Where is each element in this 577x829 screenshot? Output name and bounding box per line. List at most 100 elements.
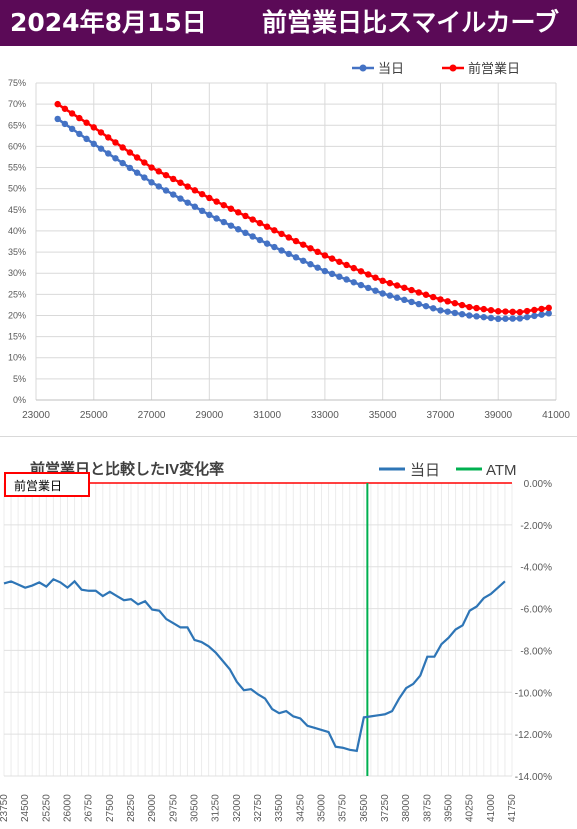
data-point bbox=[76, 114, 83, 122]
y-tick-label: -6.00% bbox=[520, 605, 552, 616]
data-point bbox=[545, 310, 552, 317]
legend-label: 当日 bbox=[378, 61, 404, 76]
data-point bbox=[531, 306, 538, 314]
y-tick-label: 55% bbox=[8, 163, 26, 173]
data-point bbox=[191, 187, 199, 194]
data-point bbox=[487, 306, 495, 314]
data-point bbox=[271, 227, 278, 234]
data-point bbox=[83, 135, 90, 143]
data-point bbox=[242, 212, 249, 220]
y-tick-label: 25% bbox=[8, 289, 26, 299]
y-tick-label: 20% bbox=[8, 310, 26, 320]
data-point bbox=[430, 293, 437, 301]
data-point bbox=[531, 312, 538, 320]
data-point bbox=[184, 199, 191, 206]
data-point bbox=[350, 279, 357, 286]
y-tick-label: 40% bbox=[8, 226, 26, 236]
data-point bbox=[466, 303, 473, 311]
reference-label-box bbox=[4, 472, 90, 497]
data-point bbox=[495, 308, 502, 315]
data-point bbox=[141, 174, 148, 181]
data-point bbox=[458, 301, 466, 309]
data-point bbox=[336, 258, 343, 265]
data-point bbox=[206, 211, 213, 219]
y-tick-label: 50% bbox=[8, 184, 26, 194]
x-tick-label: 37000 bbox=[427, 410, 455, 421]
data-point bbox=[198, 190, 206, 198]
x-tick-label: 41750 bbox=[507, 794, 518, 822]
x-tick-label: 32000 bbox=[232, 794, 243, 822]
y-tick-label: 10% bbox=[8, 353, 26, 363]
data-point bbox=[314, 248, 321, 256]
x-tick-label: 38000 bbox=[401, 794, 412, 822]
data-point bbox=[444, 298, 451, 305]
data-point bbox=[473, 304, 480, 312]
data-point bbox=[408, 298, 415, 306]
data-point bbox=[256, 236, 264, 244]
x-tick-label: 24500 bbox=[20, 794, 31, 822]
data-point bbox=[278, 247, 285, 254]
y-tick-label: -8.00% bbox=[520, 646, 552, 657]
header-title: 前営業日比スマイルカーブ bbox=[262, 8, 560, 37]
data-point bbox=[415, 289, 422, 296]
data-point bbox=[90, 124, 97, 131]
data-point bbox=[422, 291, 430, 298]
y-tick-label: 30% bbox=[8, 268, 26, 278]
x-tick-label: 40250 bbox=[465, 794, 476, 822]
data-point bbox=[437, 307, 444, 314]
data-point bbox=[271, 243, 278, 251]
data-point bbox=[379, 290, 386, 297]
data-point bbox=[97, 129, 105, 136]
data-point bbox=[401, 284, 408, 291]
data-point bbox=[328, 255, 336, 262]
data-point bbox=[502, 315, 509, 322]
data-point bbox=[386, 292, 394, 299]
data-point bbox=[307, 245, 314, 252]
x-tick-label: 38750 bbox=[422, 794, 433, 822]
y-tick-label: 70% bbox=[8, 99, 26, 109]
data-point bbox=[545, 304, 552, 312]
x-tick-label: 26000 bbox=[63, 794, 74, 822]
data-point bbox=[350, 264, 357, 272]
data-point bbox=[220, 218, 227, 226]
data-point bbox=[357, 268, 365, 275]
legend-marker bbox=[449, 64, 457, 72]
data-point bbox=[170, 175, 177, 183]
data-point bbox=[328, 270, 336, 278]
x-tick-label: 35000 bbox=[369, 410, 397, 421]
data-point bbox=[473, 313, 480, 320]
data-point bbox=[372, 287, 379, 294]
data-point bbox=[206, 194, 213, 202]
series-line bbox=[56, 103, 549, 314]
y-tick-label: 65% bbox=[8, 120, 26, 130]
y-tick-label: -14.00% bbox=[515, 772, 552, 783]
data-point bbox=[235, 226, 242, 233]
data-point bbox=[177, 179, 184, 186]
data-point bbox=[292, 237, 300, 245]
data-point bbox=[466, 312, 473, 319]
iv-change-chart: 0.00% -2.00% -4.00% -6.00% -8.00% -10.00% -12.… bbox=[0, 460, 552, 822]
data-point bbox=[162, 187, 170, 194]
data-point bbox=[112, 139, 119, 146]
data-point bbox=[119, 159, 126, 167]
data-point bbox=[401, 296, 408, 304]
data-point bbox=[263, 223, 271, 230]
data-point bbox=[285, 234, 292, 241]
x-tick-label: 31250 bbox=[211, 794, 222, 822]
y-tick-label: 0% bbox=[13, 395, 26, 405]
data-point bbox=[105, 134, 112, 141]
data-point bbox=[430, 305, 437, 312]
data-point bbox=[54, 115, 61, 123]
data-point bbox=[90, 140, 97, 148]
y-tick-label: -10.00% bbox=[515, 688, 552, 699]
data-point bbox=[68, 125, 76, 133]
data-point bbox=[300, 241, 307, 248]
data-point bbox=[68, 110, 76, 117]
data-point bbox=[365, 271, 372, 278]
header-bar: 2024年8月15日 前営業日比スマイルカーブ bbox=[0, 0, 577, 46]
data-point bbox=[227, 205, 235, 212]
x-tick-label: 29750 bbox=[168, 794, 179, 822]
data-point bbox=[133, 169, 141, 176]
data-point bbox=[155, 183, 162, 190]
data-point bbox=[393, 282, 401, 289]
